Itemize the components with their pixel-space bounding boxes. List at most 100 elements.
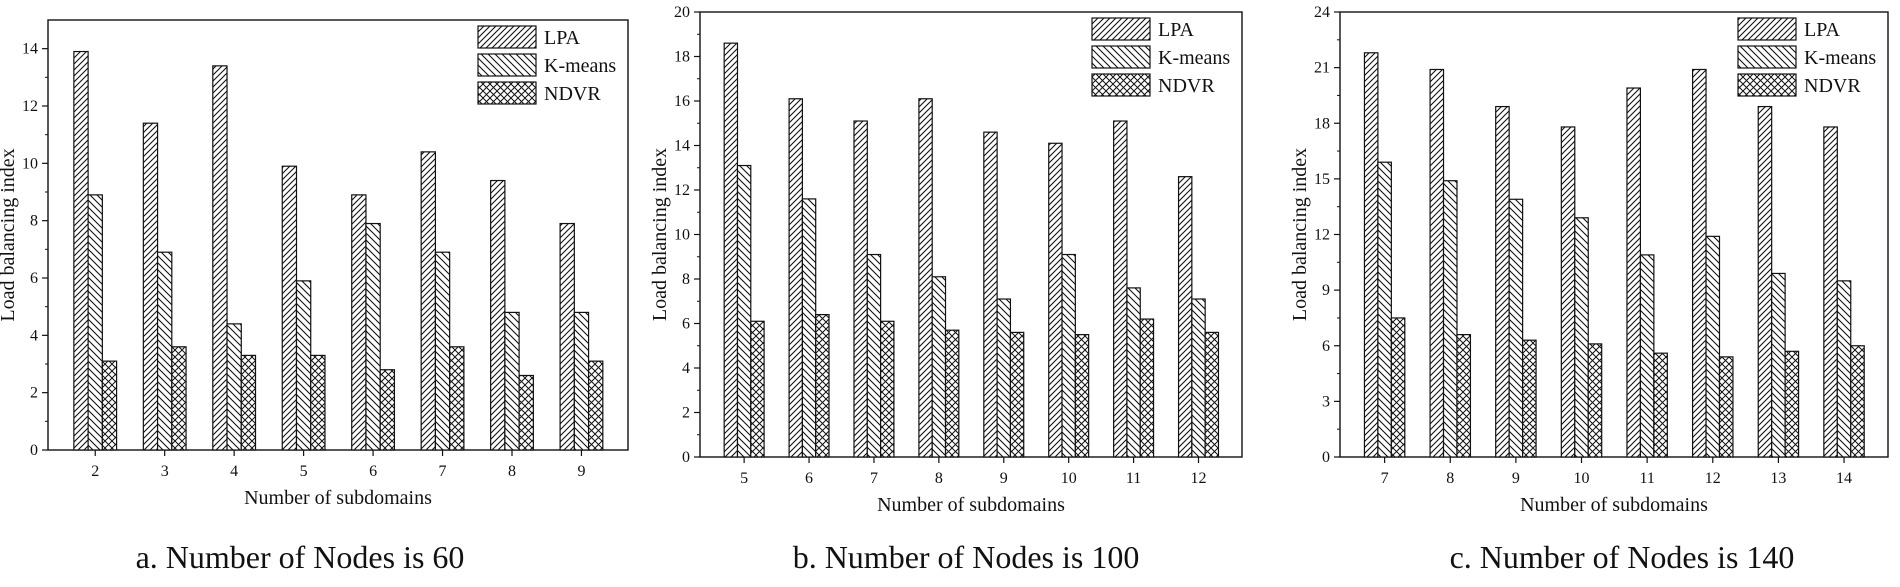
bar-ndvr-11 — [1139, 318, 1155, 458]
x-tick-label: 8 — [1446, 470, 1454, 487]
x-axis-title: Number of subdomains — [244, 487, 432, 509]
y-axis-title: Load balancing index — [649, 148, 671, 321]
bar-lpa-7 — [420, 151, 437, 451]
x-tick-label: 7 — [439, 463, 447, 480]
y-tick-label: 10 — [674, 227, 690, 244]
x-tick-label: 2 — [91, 463, 99, 480]
y-tick-label: 4 — [30, 327, 38, 344]
x-tick-label: 9 — [1512, 470, 1520, 487]
y-tick-label: 14 — [674, 138, 690, 155]
bar-ndvr-5 — [750, 320, 765, 458]
bar-lpa-11 — [1113, 120, 1128, 458]
y-tick-label: 8 — [30, 213, 38, 230]
y-tick-label: 10 — [22, 155, 38, 172]
bar-lpa-6 — [351, 194, 367, 451]
bar-lpa-9 — [983, 131, 998, 458]
bar-ndvr-7 — [449, 346, 465, 451]
chart-panel-c: 0 3 6 9 12 15 18 21 24 7 8 9 10 11 12 13 14 Number of sub… — [1289, 4, 1889, 575]
bar-lpa-8 — [490, 179, 506, 451]
x-tick-label: 9 — [1000, 470, 1008, 487]
y-tick-label: 8 — [682, 271, 690, 288]
bar-lpa-2 — [73, 50, 89, 451]
legend-label-k-means: K-means — [1804, 47, 1876, 69]
y-tick-label: 0 — [682, 449, 690, 466]
y-tick-label: 9 — [1322, 282, 1330, 299]
x-tick-label: 8 — [935, 470, 943, 487]
bar-lpa-8 — [1429, 68, 1445, 458]
x-tick-label: 11 — [1126, 470, 1141, 487]
bar-k-means-6 — [801, 198, 817, 458]
legend-label-lpa: LPA — [1804, 19, 1841, 41]
bar-lpa-12 — [1691, 68, 1707, 458]
bar-lpa-5 — [281, 165, 298, 451]
bar-ndvr-14 — [1850, 345, 1865, 458]
x-tick-label: 7 — [870, 470, 878, 487]
y-tick-label: 18 — [674, 49, 690, 66]
bar-lpa-6 — [788, 98, 803, 458]
legend-label-k-means: K-means — [544, 55, 616, 77]
bar-lpa-12 — [1177, 176, 1193, 458]
x-tick-label: 7 — [1381, 470, 1389, 487]
bar-ndvr-10 — [1587, 343, 1603, 458]
legend: LPA K-means NDVR — [1091, 17, 1230, 97]
bar-ndvr-13 — [1784, 350, 1800, 458]
x-tick-label: 3 — [161, 463, 169, 480]
y-tick-label: 3 — [1322, 393, 1330, 410]
bar-k-means-6 — [365, 222, 381, 451]
legend-swatch-lpa — [477, 25, 537, 49]
x-tick-label: 9 — [577, 463, 585, 480]
y-tick-label: 0 — [30, 442, 38, 459]
y-tick-label: 4 — [682, 360, 690, 377]
bar-k-means-12 — [1191, 298, 1206, 458]
bar-ndvr-5 — [310, 354, 326, 451]
y-tick-label: 20 — [674, 4, 690, 21]
bar-ndvr-12 — [1718, 356, 1734, 458]
bar-k-means-8 — [504, 311, 520, 451]
x-tick-label: 12 — [1705, 470, 1721, 487]
x-tick-label: 10 — [1061, 470, 1077, 487]
bar-k-means-14 — [1836, 280, 1852, 458]
x-axis-title: Number of subdomains — [877, 494, 1065, 516]
x-tick-label: 13 — [1770, 470, 1786, 487]
panel-caption: a. Number of Nodes is 60 — [136, 539, 465, 575]
bar-k-means-11 — [1126, 287, 1141, 458]
legend-swatch-lpa — [1091, 17, 1151, 41]
bar-lpa-8 — [918, 98, 933, 458]
bar-k-means-10 — [1574, 217, 1589, 458]
legend-swatch-ndvr — [1737, 73, 1797, 97]
y-tick-label: 15 — [1314, 171, 1330, 188]
bar-lpa-7 — [853, 120, 868, 458]
panel-caption: b. Number of Nodes is 100 — [793, 539, 1140, 575]
y-tick-label: 18 — [1314, 115, 1330, 132]
bar-lpa-13 — [1757, 105, 1773, 458]
bar-ndvr-12 — [1204, 331, 1220, 458]
y-tick-label: 12 — [1314, 227, 1330, 244]
bar-k-means-10 — [1061, 253, 1076, 458]
bar-lpa-11 — [1626, 87, 1642, 458]
x-tick-label: 6 — [805, 470, 813, 487]
bar-ndvr-9 — [1522, 339, 1537, 458]
legend-label-k-means: K-means — [1158, 47, 1230, 69]
bar-k-means-7 — [866, 253, 882, 458]
y-tick-label: 0 — [1322, 449, 1330, 466]
bar-lpa-10 — [1560, 126, 1576, 458]
bar-ndvr-4 — [240, 354, 257, 451]
legend-swatch-k-means — [1737, 45, 1797, 69]
legend-label-lpa: LPA — [1158, 19, 1195, 41]
bar-k-means-5 — [295, 280, 312, 451]
bar-ndvr-7 — [880, 320, 895, 458]
y-tick-label: 14 — [22, 41, 38, 58]
legend-label-ndvr: NDVR — [544, 83, 601, 105]
plot-frame — [47, 19, 629, 451]
bar-k-means-8 — [1442, 180, 1458, 458]
chart-panel-b: 0 2 4 6 8 10 12 14 16 18 20 5 6 7 8 9 10 11 12 Number of su… — [649, 4, 1243, 575]
bar-k-means-7 — [434, 251, 451, 451]
bar-k-means-3 — [156, 251, 173, 451]
legend-label-ndvr: NDVR — [1158, 75, 1215, 97]
x-tick-label: 14 — [1836, 470, 1852, 487]
panel-caption: c. Number of Nodes is 140 — [1450, 539, 1795, 575]
x-tick-label: 12 — [1191, 470, 1207, 487]
bar-k-means-9 — [1508, 198, 1524, 458]
y-tick-label: 21 — [1314, 60, 1330, 77]
bar-lpa-4 — [212, 65, 228, 451]
